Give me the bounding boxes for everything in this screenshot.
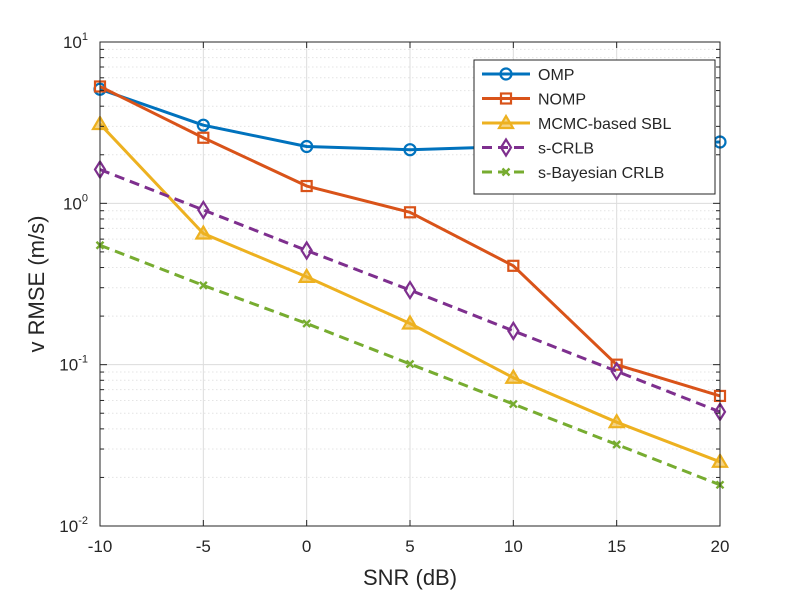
y-tick-exponent: -1 — [78, 354, 88, 366]
legend-items: OMP NOMP MCMC-based SBL s-CRLB s-Bayesian CR… — [482, 67, 671, 182]
data-point-s-bayesian-crlb — [612, 440, 622, 449]
x-tick-label: 0 — [302, 537, 311, 556]
series-mcmc-based-sbl — [91, 114, 729, 468]
data-point-s-bayesian-crlb — [508, 399, 518, 409]
data-point-s-crlb — [403, 279, 417, 301]
data-point-mcmc-based-sbl — [607, 413, 626, 429]
legend: OMP NOMP MCMC-based SBL s-CRLB s-Bayesian CR… — [473, 59, 716, 195]
legend-item-nomp: NOMP — [482, 92, 586, 109]
legend-item-s-crlb: s-CRLB — [482, 137, 594, 158]
x-tick-label: 15 — [607, 537, 626, 556]
x-tick-label: 10 — [504, 537, 523, 556]
data-point-s-crlb — [507, 320, 520, 341]
data-point-s-crlb — [300, 240, 313, 261]
x-tick-label: 20 — [711, 537, 730, 556]
data-point-mcmc-based-sbl — [504, 368, 523, 384]
legend-item-mcmc-based-sbl: MCMC-based SBL — [482, 113, 671, 133]
data-point-mcmc-based-sbl — [401, 314, 419, 330]
legend-item-s-bayesian-crlb: s-Bayesian CRLB — [482, 165, 664, 182]
data-point-omp — [196, 118, 210, 132]
legend-label-mcmc-based-sbl: MCMC-based SBL — [538, 116, 671, 133]
data-point-nomp — [403, 206, 417, 219]
y-tick-label: 10-2 — [59, 515, 88, 536]
y-tick-base: 10 — [59, 356, 78, 375]
data-point-s-bayesian-crlb — [405, 359, 415, 369]
x-tick-label: -10 — [88, 537, 113, 556]
y-axis-title: v RMSE (m/s) — [24, 216, 49, 353]
data-point-nomp — [507, 259, 520, 272]
legend-label-s-crlb: s-CRLB — [538, 141, 594, 158]
x-tick-label: 5 — [405, 537, 414, 556]
data-point-omp — [300, 139, 314, 154]
y-tick-base: 10 — [59, 517, 78, 536]
data-point-s-bayesian-crlb — [302, 319, 312, 328]
x-axis-title: SNR (dB) — [363, 565, 457, 590]
data-point-nomp — [300, 179, 313, 193]
data-point-omp — [403, 143, 417, 157]
y-tick-label: 101 — [63, 31, 88, 52]
data-point-nomp — [610, 358, 623, 371]
legend-label-s-bayesian-crlb: s-Bayesian CRLB — [538, 165, 664, 182]
legend-marker-mcmc-based-sbl — [497, 113, 515, 130]
legend-marker-omp — [499, 67, 513, 81]
legend-label-omp: OMP — [538, 67, 574, 84]
legend-marker-s-bayesian-crlb — [501, 167, 511, 177]
data-point-nomp — [197, 131, 210, 144]
y-tick-base: 10 — [63, 194, 82, 213]
y-tick-exponent: -2 — [78, 515, 88, 527]
legend-item-omp: OMP — [482, 67, 574, 84]
data-point-s-crlb — [610, 361, 623, 382]
y-tick-label: 10-1 — [59, 354, 88, 375]
legend-label-nomp: NOMP — [538, 92, 586, 109]
x-tick-label: -5 — [196, 537, 211, 556]
data-point-mcmc-based-sbl — [297, 267, 316, 283]
y-tick-base: 10 — [63, 33, 82, 52]
y-tick-exponent: 0 — [82, 192, 88, 204]
y-tick-label: 100 — [63, 192, 88, 213]
legend-marker-nomp — [499, 92, 513, 105]
data-point-s-bayesian-crlb — [198, 281, 208, 290]
data-point-s-crlb — [197, 199, 210, 221]
y-tick-exponent: 1 — [82, 31, 88, 43]
data-point-mcmc-based-sbl — [194, 224, 213, 240]
legend-marker-s-crlb — [499, 137, 513, 158]
